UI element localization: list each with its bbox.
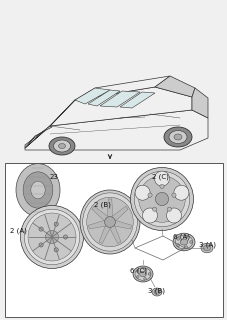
Ellipse shape [173, 134, 181, 140]
Ellipse shape [138, 176, 185, 222]
Circle shape [184, 235, 187, 238]
Ellipse shape [82, 193, 137, 251]
Ellipse shape [200, 243, 212, 253]
Circle shape [147, 193, 151, 197]
Bar [5, 163, 222, 317]
Ellipse shape [168, 131, 186, 143]
Ellipse shape [58, 143, 65, 148]
Text: 2 (A): 2 (A) [10, 228, 27, 235]
Polygon shape [119, 92, 154, 108]
Text: 23: 23 [50, 174, 59, 180]
Ellipse shape [153, 290, 159, 294]
Text: 3 (A): 3 (A) [198, 242, 215, 249]
Circle shape [171, 193, 175, 197]
Polygon shape [107, 220, 121, 244]
Ellipse shape [134, 171, 189, 227]
Circle shape [136, 270, 138, 272]
Circle shape [148, 273, 150, 275]
Ellipse shape [20, 205, 83, 268]
Ellipse shape [174, 235, 192, 249]
Ellipse shape [135, 185, 149, 200]
Ellipse shape [16, 164, 60, 216]
Polygon shape [191, 88, 207, 118]
Ellipse shape [134, 268, 150, 280]
Polygon shape [106, 199, 113, 222]
Polygon shape [88, 90, 119, 106]
Circle shape [167, 207, 171, 211]
Ellipse shape [49, 137, 75, 155]
Circle shape [39, 227, 43, 231]
Circle shape [176, 237, 179, 240]
Polygon shape [91, 206, 111, 225]
Text: 3 (B): 3 (B) [147, 287, 164, 293]
Ellipse shape [86, 197, 133, 247]
Polygon shape [25, 100, 75, 148]
Ellipse shape [80, 190, 139, 254]
Circle shape [104, 217, 115, 228]
Circle shape [184, 246, 187, 249]
Text: 2 (B): 2 (B) [94, 202, 110, 209]
Circle shape [143, 268, 146, 270]
Ellipse shape [202, 245, 210, 251]
Polygon shape [25, 126, 52, 148]
Ellipse shape [132, 266, 152, 282]
Polygon shape [75, 88, 109, 104]
Circle shape [152, 207, 156, 211]
Ellipse shape [139, 271, 146, 277]
Circle shape [63, 235, 67, 239]
Circle shape [54, 222, 58, 226]
Circle shape [189, 241, 192, 244]
Ellipse shape [31, 181, 45, 199]
Polygon shape [50, 87, 191, 126]
Ellipse shape [53, 140, 70, 152]
Ellipse shape [28, 213, 76, 261]
Text: 2 (C): 2 (C) [151, 174, 168, 180]
Ellipse shape [151, 288, 161, 296]
Circle shape [159, 184, 163, 188]
Ellipse shape [24, 209, 79, 265]
Ellipse shape [130, 167, 193, 230]
Polygon shape [108, 206, 127, 225]
Text: 6 (C): 6 (C) [129, 267, 146, 274]
Ellipse shape [179, 239, 187, 245]
Ellipse shape [166, 208, 181, 223]
Polygon shape [100, 91, 139, 107]
Polygon shape [154, 76, 194, 97]
Circle shape [143, 277, 146, 280]
Polygon shape [75, 76, 169, 100]
Circle shape [136, 276, 138, 278]
Polygon shape [88, 219, 110, 229]
Circle shape [45, 230, 58, 244]
Circle shape [39, 243, 43, 247]
Circle shape [176, 244, 179, 247]
Polygon shape [25, 110, 207, 150]
Ellipse shape [163, 127, 191, 147]
Ellipse shape [173, 185, 188, 200]
Text: 6 (A): 6 (A) [172, 233, 189, 239]
Polygon shape [109, 219, 131, 229]
Ellipse shape [172, 233, 194, 251]
Ellipse shape [142, 208, 157, 223]
Circle shape [155, 192, 168, 205]
Polygon shape [99, 220, 112, 244]
Circle shape [54, 248, 58, 252]
Ellipse shape [154, 171, 169, 186]
Ellipse shape [23, 172, 53, 208]
